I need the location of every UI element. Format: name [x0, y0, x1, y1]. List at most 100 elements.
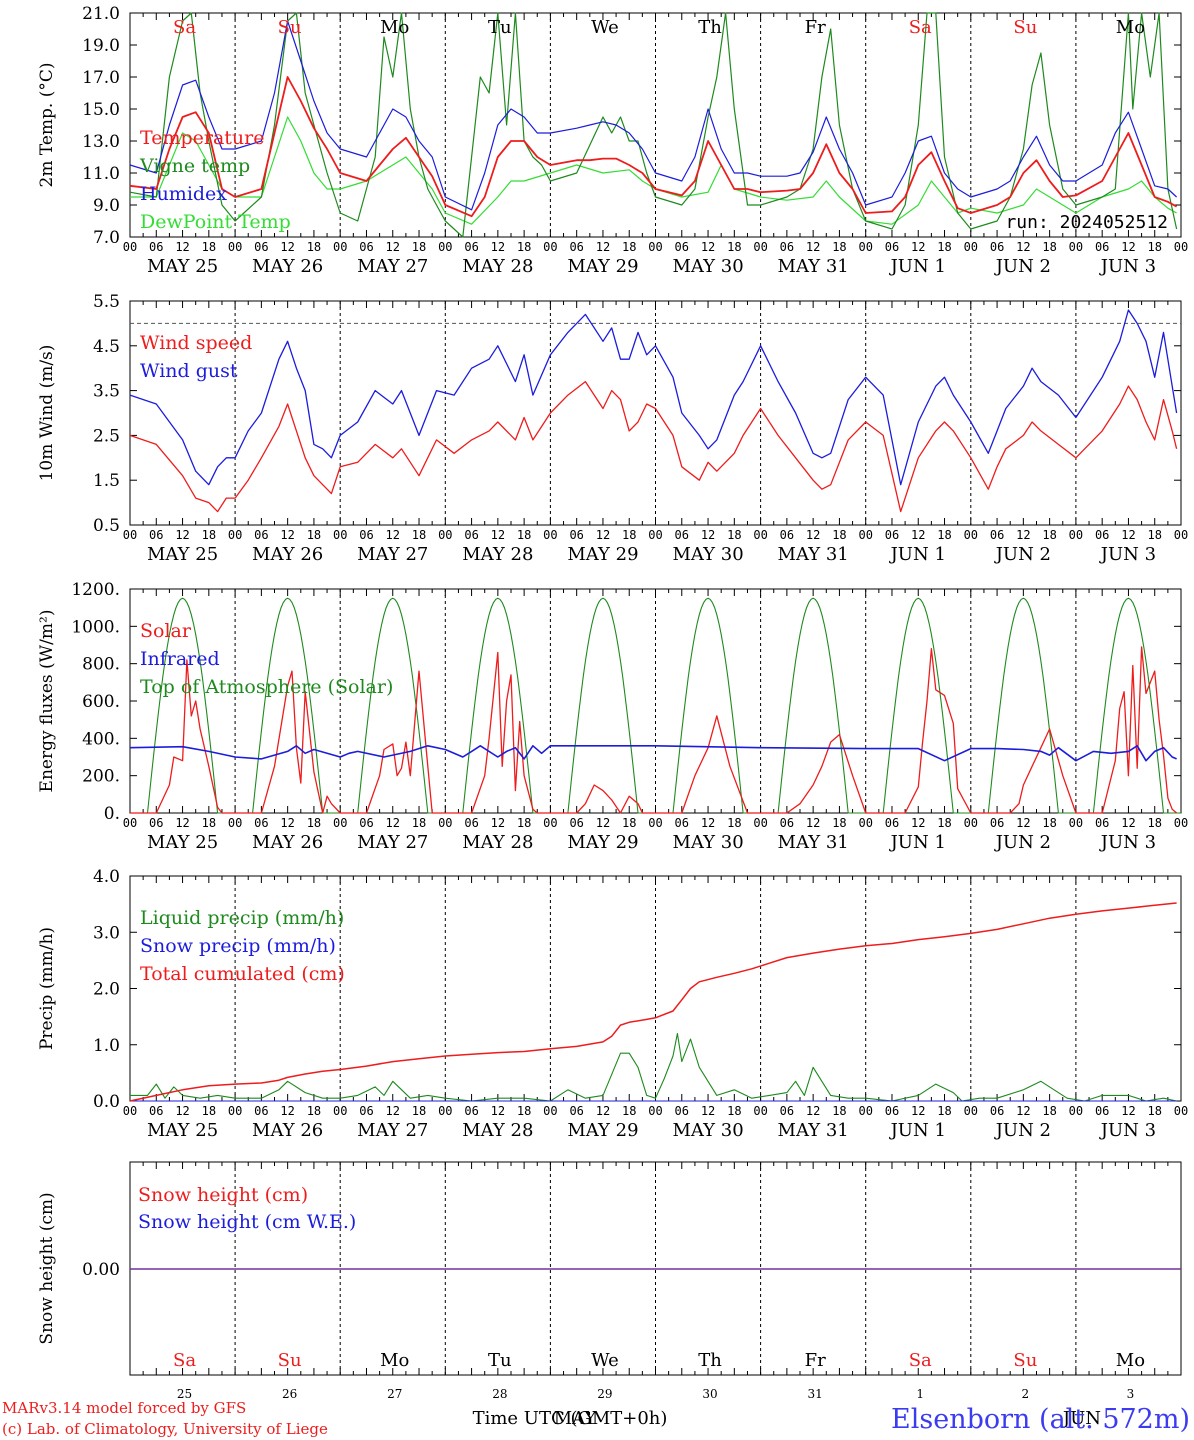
- hour-tick-label: 06: [990, 240, 1004, 254]
- date-label: MAY 31: [778, 832, 849, 853]
- hour-tick-label: 00: [648, 1104, 662, 1118]
- hour-tick-label: 12: [701, 528, 715, 542]
- hour-tick-label: 18: [832, 240, 846, 254]
- hour-tick-label: 06: [569, 816, 583, 830]
- date-label: MAY 29: [567, 544, 638, 565]
- hour-tick-label: 00: [543, 1104, 557, 1118]
- hour-tick-label: 00: [753, 816, 767, 830]
- date-label: JUN 3: [1099, 1120, 1156, 1141]
- hour-tick-label: 06: [780, 528, 794, 542]
- date-label: MAY 25: [147, 832, 218, 853]
- hour-tick-label: 06: [464, 240, 478, 254]
- hour-tick-label: 00: [1069, 528, 1083, 542]
- hour-tick-label: 12: [175, 240, 189, 254]
- hour-tick-label: 00: [964, 240, 978, 254]
- hour-tick-label: 12: [596, 1104, 610, 1118]
- hour-tick-label: 12: [175, 1104, 189, 1118]
- series-liquid-precip: [130, 1032, 1177, 1102]
- hour-tick-label: 18: [832, 816, 846, 830]
- series-wind-gust: [129, 309, 1178, 486]
- y-tick-label: 200.: [82, 767, 120, 787]
- day-number-label: 30: [702, 1387, 717, 1401]
- hour-tick-label: 12: [1121, 816, 1135, 830]
- hour-tick-label: 00: [438, 1104, 452, 1118]
- weekday-label: Sa: [909, 1350, 932, 1371]
- hour-tick-label: 12: [596, 240, 610, 254]
- hour-tick-label: 12: [1016, 1104, 1030, 1118]
- weekday-label: Mo: [380, 17, 409, 38]
- hour-tick-label: 12: [1121, 240, 1135, 254]
- model-credit: MARv3.14 model forced by GFS: [2, 1399, 246, 1417]
- hour-tick-label: 06: [990, 1104, 1004, 1118]
- hour-tick-label: 00: [1069, 240, 1083, 254]
- hour-tick-label: 12: [701, 1104, 715, 1118]
- y-tick-label: 13.0: [82, 132, 120, 152]
- day-number-label: 26: [282, 1387, 297, 1401]
- series-vigne-temp: [129, 12, 1178, 238]
- y-tick-label: 2.5: [93, 426, 120, 446]
- hour-tick-label: 18: [727, 1104, 741, 1118]
- hour-tick-label: 12: [806, 528, 820, 542]
- hour-tick-label: 06: [149, 528, 163, 542]
- hour-tick-label: 00: [123, 240, 137, 254]
- hour-tick-label: 12: [701, 240, 715, 254]
- legend-snow-height-cm-w-e-: Snow height (cm W.E.): [138, 1211, 356, 1233]
- day-number-label: 28: [492, 1387, 507, 1401]
- date-label: MAY 30: [672, 256, 743, 277]
- station-label: Elsenborn (alt. 572m): [891, 1404, 1190, 1435]
- hour-tick-label: 12: [806, 816, 820, 830]
- hour-tick-label: 06: [1095, 1104, 1109, 1118]
- day-number-label: 29: [597, 1387, 612, 1401]
- hour-tick-label: 06: [359, 816, 373, 830]
- day-number-label: 25: [177, 1387, 192, 1401]
- hour-tick-label: 00: [438, 240, 452, 254]
- weekday-label: Fr: [805, 1350, 826, 1371]
- hour-tick-label: 06: [780, 816, 794, 830]
- weekday-label: Th: [698, 17, 722, 38]
- hour-tick-label: 06: [1095, 528, 1109, 542]
- date-label: JUN 1: [889, 544, 946, 565]
- hour-tick-label: 18: [307, 528, 321, 542]
- hour-tick-label: 06: [885, 1104, 899, 1118]
- hour-tick-label: 00: [1174, 816, 1188, 830]
- hour-tick-label: 12: [1016, 816, 1030, 830]
- hour-tick-label: 00: [648, 816, 662, 830]
- hour-tick-label: 06: [464, 1104, 478, 1118]
- legend-infrared: Infrared: [140, 648, 220, 670]
- hour-tick-label: 12: [175, 528, 189, 542]
- hour-tick-label: 18: [202, 1104, 216, 1118]
- hour-tick-label: 12: [911, 1104, 925, 1118]
- hour-tick-label: 00: [333, 1104, 347, 1118]
- legend-humidex: Humidex: [140, 183, 227, 205]
- hour-tick-label: 12: [911, 816, 925, 830]
- hour-tick-label: 00: [543, 240, 557, 254]
- weekday-label: Su: [1013, 17, 1037, 38]
- hour-tick-label: 12: [491, 240, 505, 254]
- hour-tick-label: 18: [202, 528, 216, 542]
- date-label: MAY 30: [672, 1120, 743, 1141]
- hour-tick-label: 06: [464, 528, 478, 542]
- hour-tick-label: 12: [1121, 528, 1135, 542]
- hour-tick-label: 18: [832, 1104, 846, 1118]
- date-label: MAY 25: [147, 544, 218, 565]
- hour-tick-label: 00: [1174, 528, 1188, 542]
- hour-tick-label: 06: [675, 240, 689, 254]
- hour-tick-label: 00: [648, 528, 662, 542]
- hour-tick-label: 06: [149, 816, 163, 830]
- hour-tick-label: 06: [990, 816, 1004, 830]
- hour-tick-label: 18: [517, 240, 531, 254]
- hour-tick-label: 06: [885, 240, 899, 254]
- panel-0-frame: [129, 12, 1182, 238]
- hour-tick-label: 18: [1042, 1104, 1056, 1118]
- hour-tick-label: 18: [832, 528, 846, 542]
- hour-tick-label: 18: [412, 816, 426, 830]
- date-label: JUN 3: [1099, 832, 1156, 853]
- series-temperature: [129, 76, 1178, 218]
- hour-tick-label: 12: [701, 816, 715, 830]
- hour-tick-label: 00: [333, 240, 347, 254]
- hour-tick-label: 00: [543, 528, 557, 542]
- hour-tick-label: 06: [254, 816, 268, 830]
- date-label: JUN 3: [1099, 544, 1156, 565]
- date-label: MAY 29: [567, 1120, 638, 1141]
- legend-top-of-atmosphere-solar-: Top of Atmosphere (Solar): [140, 676, 393, 698]
